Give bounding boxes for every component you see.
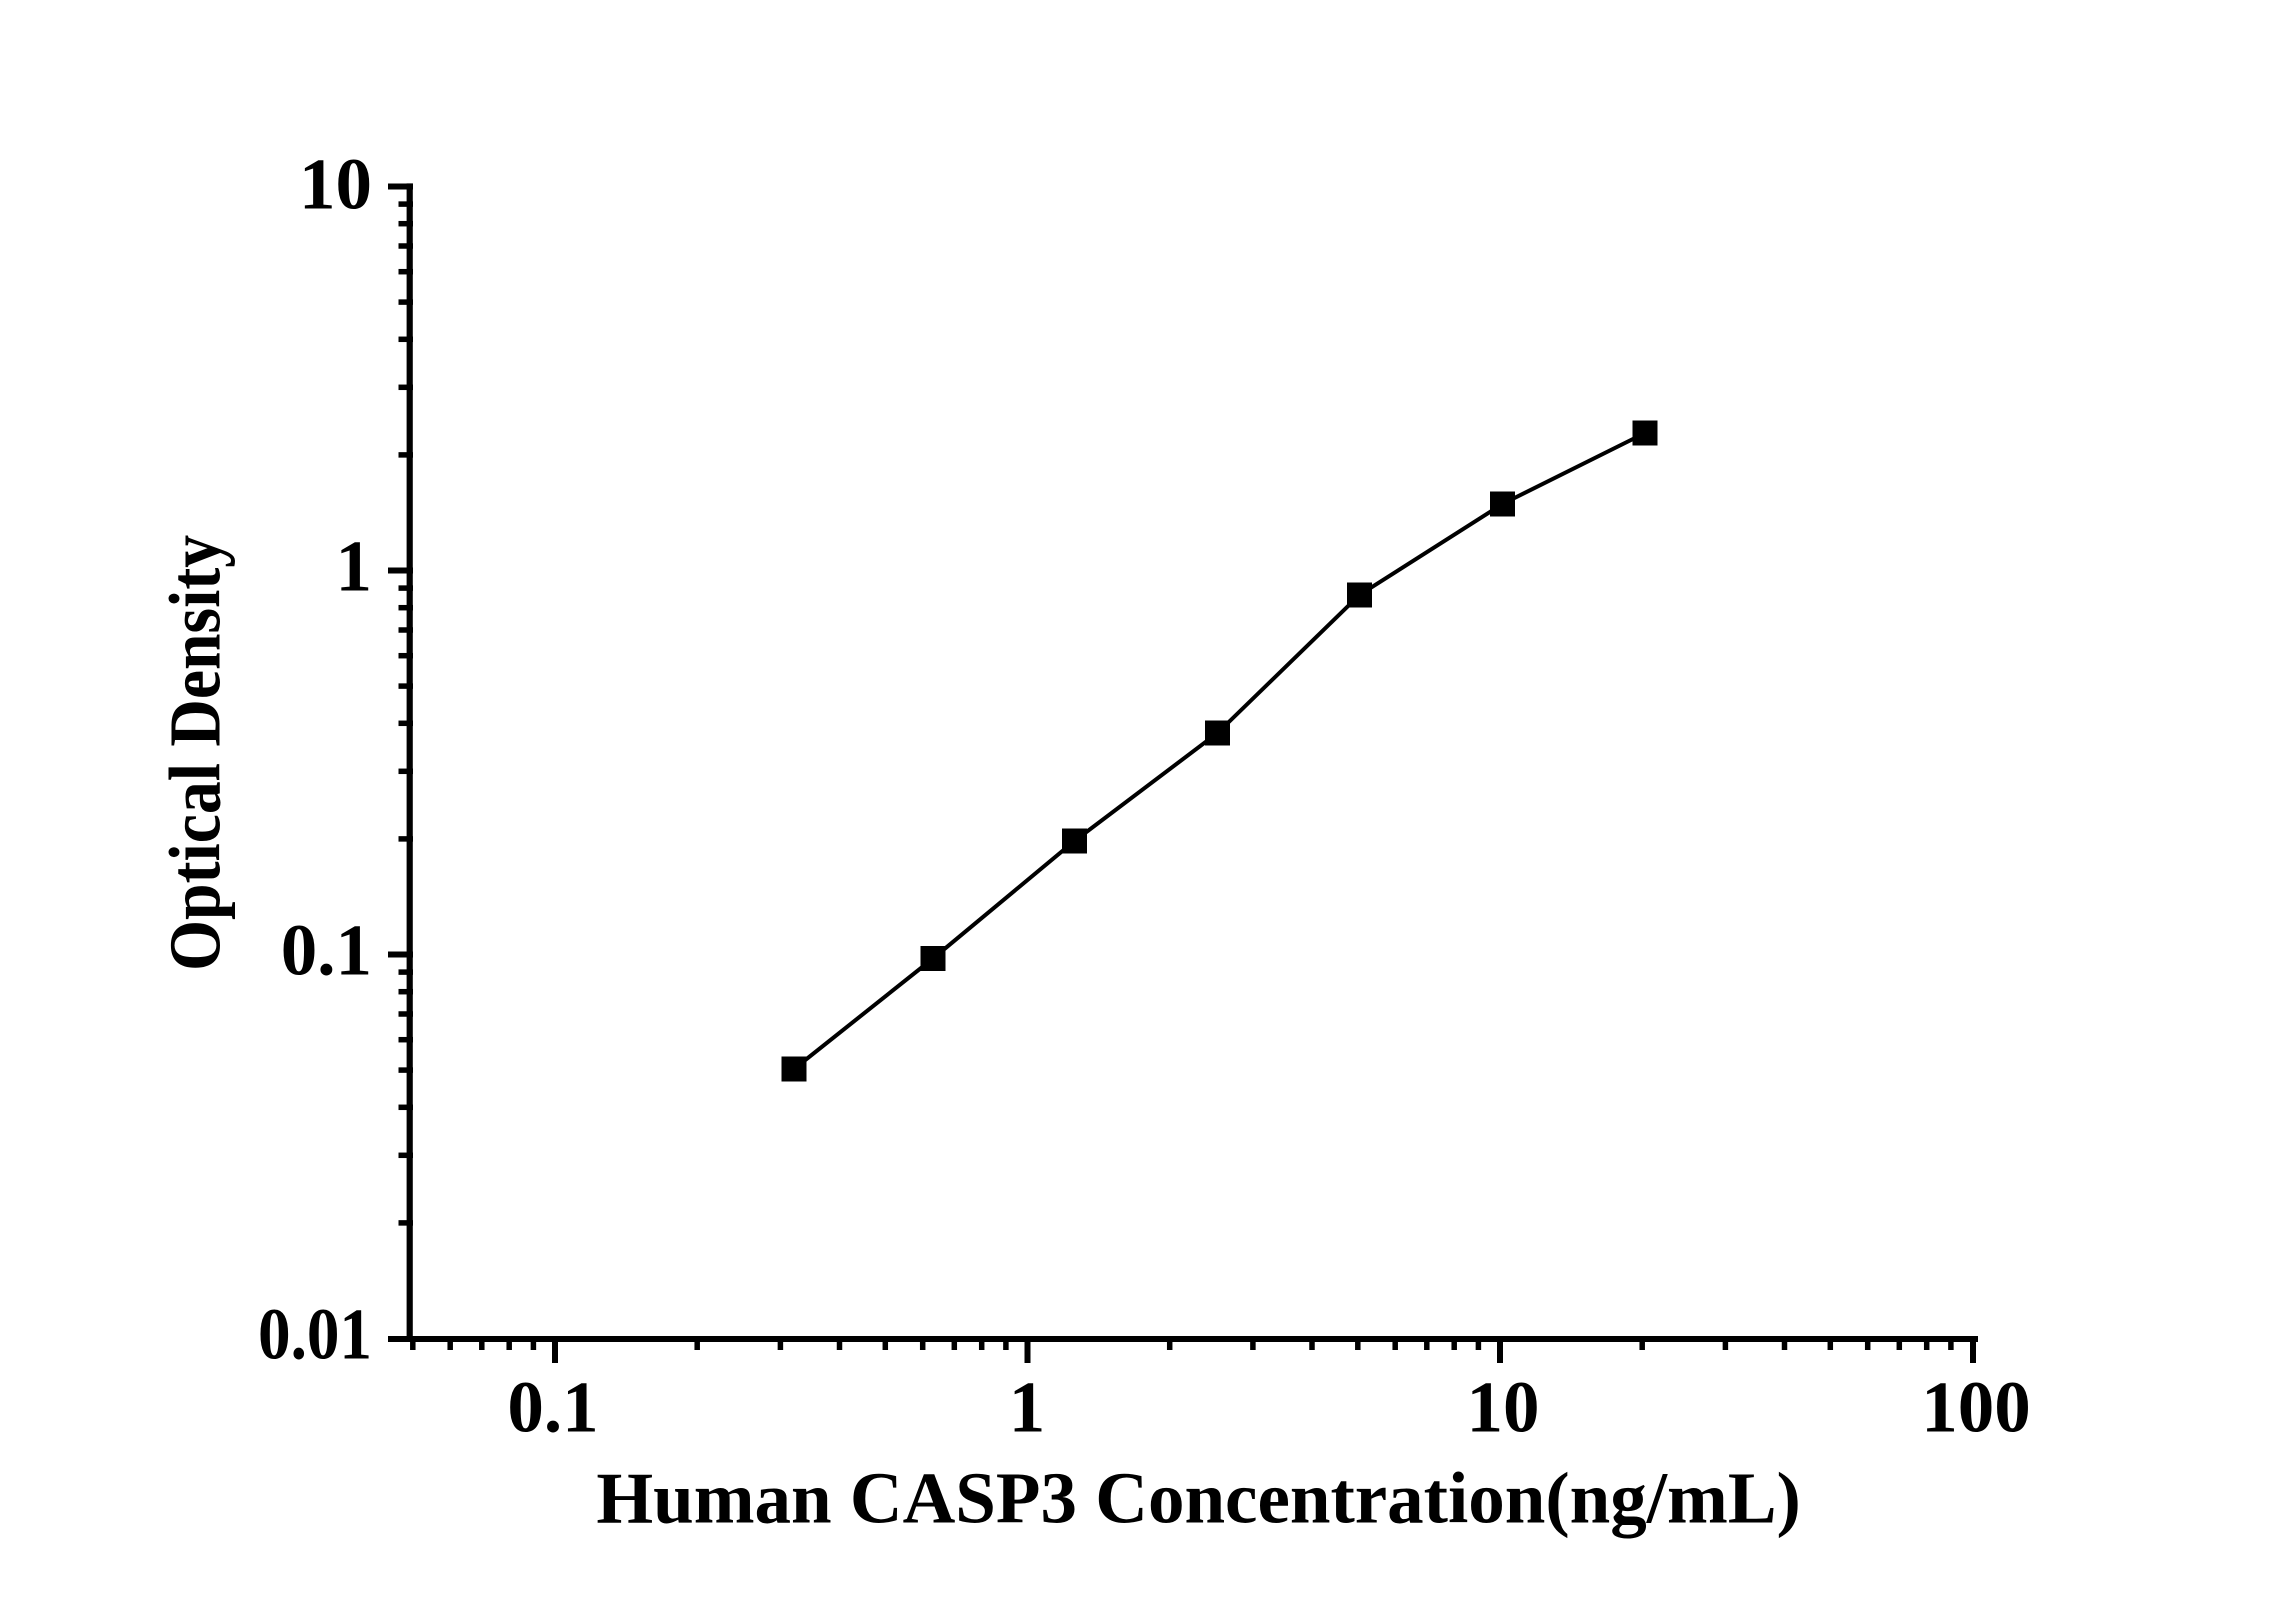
svg-text:0.01: 0.01 — [258, 1294, 372, 1375]
svg-text:10: 10 — [299, 144, 372, 225]
svg-text:1: 1 — [336, 526, 373, 607]
svg-text:0.1: 0.1 — [281, 910, 372, 991]
svg-text:100: 100 — [1921, 1367, 2031, 1448]
svg-text:10: 10 — [1467, 1367, 1540, 1448]
svg-text:1: 1 — [1009, 1367, 1046, 1448]
svg-text:Human CASP3 Concentration(ng/m: Human CASP3 Concentration(ng/mL) — [596, 1458, 1801, 1539]
svg-text:0.1: 0.1 — [507, 1367, 598, 1448]
svg-text:Optical Density: Optical Density — [155, 535, 236, 971]
